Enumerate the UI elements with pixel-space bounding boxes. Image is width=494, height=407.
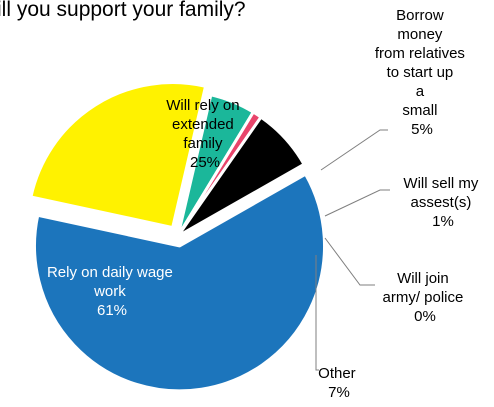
pie-slice-rely-on-daily-wage-work [33,172,326,393]
label-line: Will sell my [403,175,478,192]
label-value: 0% [414,308,436,325]
chart-title: ill you support your family? [0,0,246,21]
pie-slice-other [176,115,306,238]
label-line: Rely on daily wage [47,264,173,281]
label-business: Borrow money from relatives to start up … [375,7,469,138]
label-line: Other [318,365,356,382]
label-value: 7% [328,384,350,401]
label-value: 1% [432,213,454,230]
label-line: Borrow [396,7,444,24]
label-other: Other 7% [318,365,360,401]
label-line: to start up [387,64,454,81]
slice-labels: Will rely on extended family 25% Borrow … [47,7,482,401]
label-line: assest(s) [410,194,471,211]
label-line: Will join [397,270,449,287]
label-line: small [402,102,437,119]
label-line: family [183,135,223,152]
leader-line-other [315,255,319,371]
pie-slices [29,81,326,393]
label-line: Will rely on [166,97,239,114]
label-line: money [397,26,443,43]
leader-line-army [324,237,375,286]
label-extended-family: Will rely on extended family 25% [166,97,244,171]
leader-lines [315,129,390,371]
label-line: army/ police [382,289,463,306]
label-line: work [93,283,126,300]
label-value: 5% [411,121,433,138]
label-assets: Will sell my assest(s) 1% [403,175,482,230]
label-value: 25% [190,154,220,171]
label-value: 61% [97,302,127,319]
label-army: Will join army/ police 0% [382,270,467,325]
leader-line-assets [324,189,390,217]
label-line: extended [172,116,234,133]
label-line: from relatives [375,45,465,62]
label-daily-wage: Rely on daily wage work 61% [47,264,177,319]
leader-line-business [320,129,388,171]
label-line: a [416,83,425,100]
pie-slice-will-rely-on-extended-family [29,81,208,230]
